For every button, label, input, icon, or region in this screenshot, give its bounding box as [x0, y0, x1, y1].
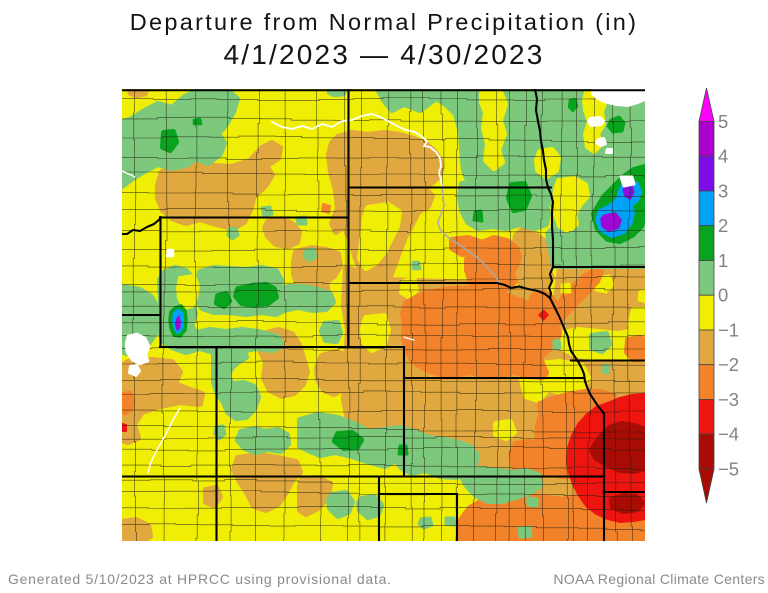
- svg-text:−3: −3: [718, 389, 739, 410]
- svg-text:−1: −1: [718, 320, 739, 341]
- svg-text:5: 5: [718, 111, 728, 132]
- svg-text:1: 1: [718, 250, 728, 271]
- svg-text:−5: −5: [718, 459, 739, 480]
- svg-text:4: 4: [718, 146, 728, 167]
- svg-text:2: 2: [718, 215, 728, 236]
- svg-text:−4: −4: [718, 424, 739, 445]
- svg-text:−2: −2: [718, 354, 739, 375]
- svg-text:0: 0: [718, 285, 728, 306]
- svg-text:3: 3: [718, 181, 728, 202]
